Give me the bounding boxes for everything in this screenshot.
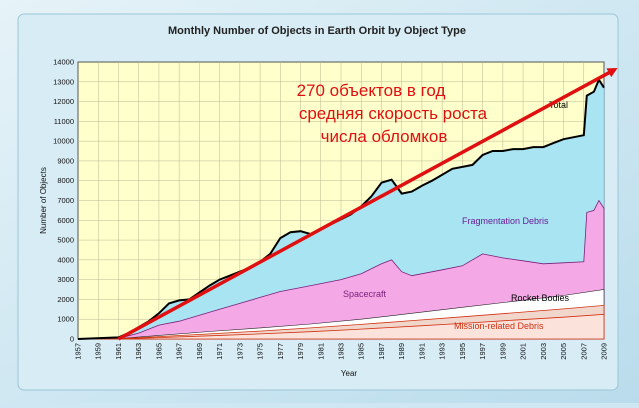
x-tick-label: 2007 [579,343,588,360]
series-label-mission-debris: Mission-related Debris [454,321,544,331]
annotation-line-1: 270 объектов в год [297,81,446,100]
area-series [77,77,605,340]
x-tick-label: 2005 [559,343,568,360]
x-tick-label: 1983 [337,343,346,360]
y-tick-label: 0 [70,335,74,344]
y-tick-label: 14000 [53,58,74,67]
y-tick-label: 2000 [57,295,74,304]
chart-title: Monthly Number of Objects in Earth Orbit… [168,25,466,37]
trend-arrow [117,68,618,341]
series-label-rocket-bodies: Rocket Bodies [511,293,570,303]
x-tick-label: 1975 [256,343,265,360]
y-tick-label: 7000 [57,196,74,205]
x-tick-label: 1985 [357,343,366,360]
series-label-fragmentation: Fragmentation Debris [462,216,549,226]
x-tick-label: 2001 [519,343,528,360]
spacecraft-area [77,199,605,340]
series-label-total: Total [549,100,568,110]
y-tick-label: 1000 [57,315,74,324]
x-tick-label: 1971 [215,343,224,360]
y-tick-label: 4000 [57,255,74,264]
x-tick-label: 1959 [94,343,103,360]
y-tick-label: 6000 [57,216,74,225]
annotation-line-3: числа обломков [321,127,448,146]
x-tick-label: 1977 [276,343,285,360]
x-tick-label: 1957 [74,343,83,360]
annotation-line-2: средняя скорость роста [299,104,488,123]
y-tick-label: 13000 [53,77,74,86]
x-tick-label: 1999 [498,343,507,360]
annotation-text: 270 объектов в год средняя скорость рост… [297,81,488,146]
x-tick-label: 1987 [377,343,386,360]
axis-ticks: 0 1000 2000 3000 4000 5000 6000 7000 8000 9000 100… [53,58,608,360]
y-axis-label: Number of Objects [39,167,48,234]
y-tick-label: 11000 [54,117,74,126]
series-label-spacecraft: Spacecraft [343,289,387,299]
y-tick-label: 10000 [53,137,74,146]
y-tick-label: 12000 [53,97,74,106]
mission-related-debris-band [77,313,605,340]
x-tick-label: 1965 [154,343,163,360]
x-tick-label: 1981 [316,343,325,360]
x-tick-label: 1979 [296,343,305,360]
y-tick-label: 8000 [57,176,74,185]
x-tick-label: 1969 [195,343,204,360]
x-tick-label: 2003 [539,343,548,360]
x-tick-label: 1993 [438,343,447,360]
x-tick-label: 1989 [397,343,406,360]
x-tick-label: 1995 [458,343,467,360]
x-tick-label: 1973 [235,343,244,360]
x-tick-label: 1961 [114,343,123,360]
y-tick-label: 9000 [57,156,74,165]
x-tick-label: 2009 [600,343,609,360]
y-tick-label: 5000 [57,236,74,245]
x-tick-label: 1963 [134,343,143,360]
x-tick-label: 1997 [478,343,487,360]
x-tick-label: 1991 [417,343,426,360]
x-tick-label: 1967 [175,343,184,360]
x-axis-label: Year [341,369,358,378]
y-tick-label: 3000 [57,275,74,284]
